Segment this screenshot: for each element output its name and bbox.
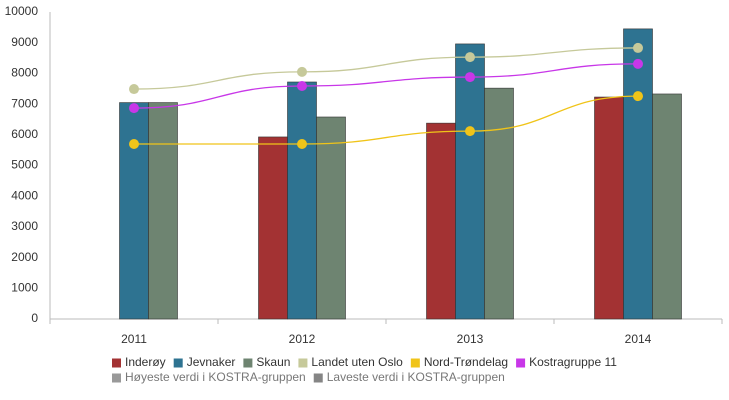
y-tick-label: 3000 — [11, 219, 38, 233]
y-tick-label: 1000 — [11, 280, 38, 294]
point — [633, 42, 643, 53]
point — [297, 66, 307, 77]
bar — [258, 136, 288, 320]
legend-swatch — [410, 358, 420, 368]
legend-label: Kostragruppe 11 — [529, 355, 617, 369]
legend-swatch — [112, 373, 121, 383]
y-tick-label: 8000 — [11, 66, 38, 80]
point — [129, 84, 139, 95]
line — [133, 63, 639, 109]
bar — [148, 102, 178, 320]
legend-label: Laveste verdi i KOSTRA-gruppen — [327, 370, 505, 384]
y-tick-label: 9000 — [11, 35, 38, 49]
legend-swatch — [516, 358, 526, 368]
bar — [426, 122, 456, 320]
legend-swatch — [173, 358, 183, 368]
legend-label: Nord-Trøndelag — [424, 355, 508, 369]
legend-swatch — [313, 373, 323, 383]
x-tick-label: 2014 — [625, 332, 652, 346]
bar — [594, 96, 624, 320]
x-tick-label: 2011 — [121, 332, 147, 346]
bar — [652, 93, 682, 320]
point — [465, 72, 475, 83]
point — [465, 52, 475, 63]
y-tick-label: 0 — [31, 311, 38, 325]
point — [129, 139, 139, 150]
legend-swatch — [298, 358, 308, 368]
bar — [623, 28, 653, 320]
x-tick-label: 2013 — [457, 332, 484, 346]
point — [129, 103, 139, 114]
bar — [316, 116, 346, 320]
line — [133, 95, 639, 145]
line — [133, 47, 639, 90]
y-tick-label: 7000 — [11, 96, 38, 110]
bar — [119, 102, 149, 320]
point — [297, 80, 307, 91]
legend-swatch — [243, 358, 253, 368]
bar — [484, 87, 514, 320]
legend-label: Inderøy — [125, 355, 166, 369]
y-tick-label: 4000 — [11, 188, 38, 202]
legend-label: Høyeste verdi i KOSTRA-gruppen — [125, 370, 306, 384]
bar — [287, 81, 317, 320]
point — [465, 126, 475, 137]
point — [297, 139, 307, 150]
y-tick-label: 6000 — [11, 127, 38, 141]
legend-label: Jevnaker — [187, 355, 236, 369]
point — [633, 91, 643, 102]
bar — [455, 43, 485, 320]
point — [633, 58, 643, 69]
y-tick-label: 10000 — [5, 4, 39, 18]
legend-swatch — [112, 358, 121, 368]
y-tick-label: 2000 — [11, 250, 38, 264]
legend-label: Landet uten Oslo — [311, 355, 403, 369]
x-tick-label: 2012 — [289, 332, 316, 346]
y-tick-label: 5000 — [11, 158, 38, 172]
legend-label: Skaun — [256, 355, 290, 369]
